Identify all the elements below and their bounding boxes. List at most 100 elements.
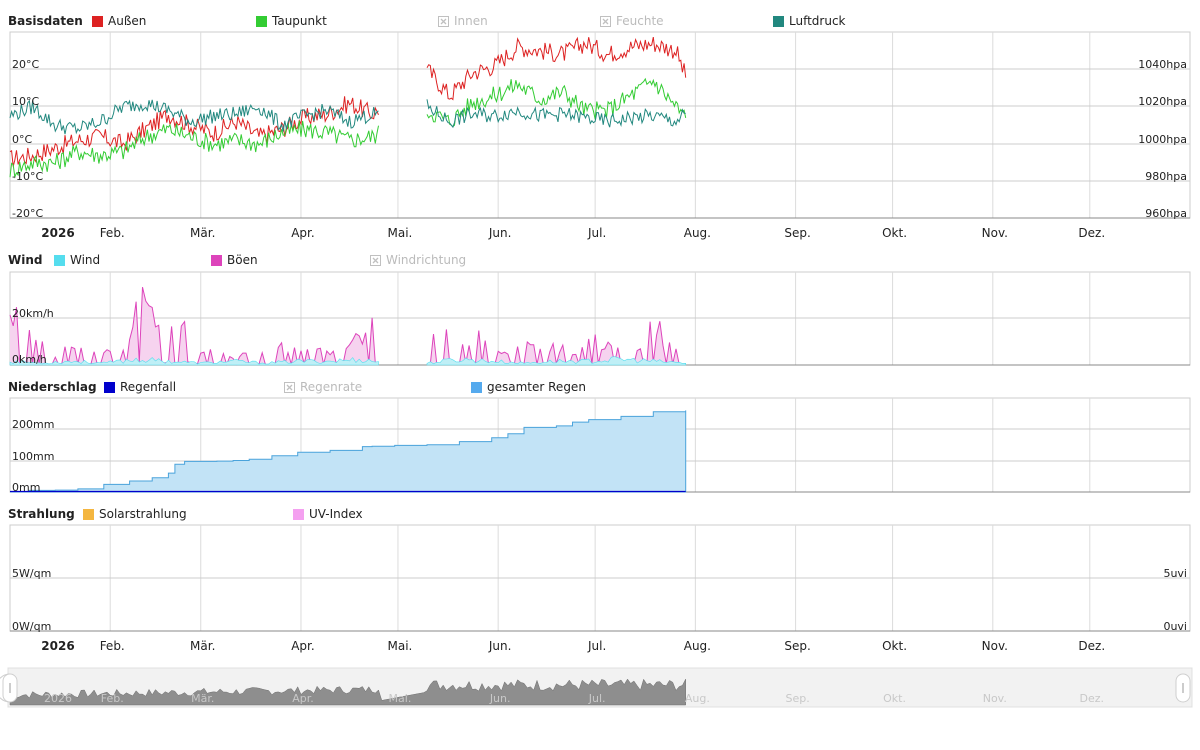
basis-month-label: Okt. bbox=[882, 226, 907, 240]
legend-label: Solarstrahlung bbox=[99, 507, 187, 521]
basis-month-label: Sep. bbox=[784, 226, 810, 240]
solar-month-label: Aug. bbox=[684, 639, 711, 653]
legend-label: Regenfall bbox=[120, 380, 176, 394]
basis-year-label: 2026 bbox=[41, 226, 74, 240]
solar-month-label: Jun. bbox=[488, 639, 512, 653]
y-tick-right-pressure: 1040hpa bbox=[1138, 58, 1187, 71]
solar-month-label: Sep. bbox=[784, 639, 810, 653]
rain-panel bbox=[9, 397, 1191, 493]
legend-disabled-cross bbox=[372, 257, 379, 264]
legend-label: Luftdruck bbox=[789, 14, 846, 28]
navigator-month-label: Jun. bbox=[489, 692, 511, 705]
navigator-month-label: Apr. bbox=[292, 692, 314, 705]
panel-title-rain: Niederschlag bbox=[8, 380, 97, 394]
legend-label: Böen bbox=[227, 253, 258, 267]
legend-swatch-aussen bbox=[92, 16, 103, 27]
legend-disabled-cross bbox=[602, 18, 609, 25]
navigator-year-label: 2026 bbox=[44, 692, 72, 705]
legend-label: UV-Index bbox=[309, 507, 363, 521]
solar-year-label: 2026 bbox=[41, 639, 74, 653]
y-tick-right-pressure: 1000hpa bbox=[1138, 133, 1187, 146]
legend-disabled-icon bbox=[284, 382, 295, 393]
solar-month-label: Feb. bbox=[100, 639, 125, 653]
y-tick-left-wind: 0km/h bbox=[12, 353, 47, 366]
navigator-right-handle[interactable] bbox=[1175, 673, 1191, 703]
y-tick-right-pressure: 960hpa bbox=[1145, 207, 1187, 220]
legend-label: Windrichtung bbox=[386, 253, 466, 267]
y-tick-left-solar: 0W/qm bbox=[12, 620, 51, 633]
legend-label: gesamter Regen bbox=[487, 380, 586, 394]
navigator-month-label: Nov. bbox=[983, 692, 1007, 705]
y-tick-left-temp: 0°C bbox=[12, 133, 32, 146]
y-tick-right-pressure: 1020hpa bbox=[1138, 95, 1187, 108]
legend-disabled-box bbox=[600, 16, 611, 27]
series-line-aussen bbox=[9, 36, 687, 167]
legend-disabled-box bbox=[438, 16, 449, 27]
legend-swatch-taupunkt bbox=[256, 16, 267, 27]
basis-month-label: Apr. bbox=[291, 226, 314, 240]
solar-month-label: Apr. bbox=[291, 639, 314, 653]
y-tick-left-rain: 0mm bbox=[12, 481, 40, 494]
basis-month-label: Jun. bbox=[488, 226, 512, 240]
panel-title-solar: Strahlung bbox=[8, 507, 75, 521]
solar-month-label: Okt. bbox=[882, 639, 907, 653]
solar-month-label: Dez. bbox=[1078, 639, 1105, 653]
solar-month-label: Mär. bbox=[190, 639, 215, 653]
series-line-luftdruck bbox=[9, 99, 686, 135]
basis-month-label: Nov. bbox=[982, 226, 1008, 240]
legend-disabled-cross bbox=[286, 384, 293, 391]
basis-month-label: Dez. bbox=[1078, 226, 1105, 240]
basis-month-label: Aug. bbox=[684, 226, 711, 240]
navigator-month-label: Mär. bbox=[191, 692, 214, 705]
legend-disabled-box bbox=[370, 255, 381, 266]
legend-label: Wind bbox=[70, 253, 100, 267]
legend-label: Feuchte bbox=[616, 14, 664, 28]
legend-disabled-icon bbox=[438, 16, 449, 27]
y-tick-left-temp: -20°C bbox=[12, 207, 43, 220]
y-tick-right-uv: 5uvi bbox=[1163, 567, 1187, 580]
basis-month-label: Mai. bbox=[388, 226, 413, 240]
navigator-month-label: Mai. bbox=[389, 692, 412, 705]
wind-area bbox=[9, 357, 379, 366]
wind-panel bbox=[9, 271, 1191, 366]
legend-swatch-solar bbox=[83, 509, 94, 520]
navigator: 2026 Feb. Mär. Apr. Mai. Jun. Jul. Aug. Sep. Okt.… bbox=[0, 667, 1193, 708]
legend-swatch-gesamter_regen bbox=[471, 382, 482, 393]
navigator-month-label: Jul. bbox=[588, 692, 606, 705]
solar-month-label: Mai. bbox=[388, 639, 413, 653]
y-tick-left-rain: 100mm bbox=[12, 450, 54, 463]
basis-month-label: Jul. bbox=[587, 226, 606, 240]
basis-panel-plot-area bbox=[9, 31, 1191, 219]
y-tick-left-wind: 20km/h bbox=[12, 307, 54, 320]
series-line-taupunkt bbox=[9, 77, 687, 179]
navigator-month-label: Dez. bbox=[1080, 692, 1105, 705]
navigator-month-label: Sep. bbox=[785, 692, 809, 705]
legend-label: Regenrate bbox=[300, 380, 362, 394]
basis-panel bbox=[9, 31, 1191, 219]
panel-title-basis: Basisdaten bbox=[8, 14, 83, 28]
wind-area bbox=[426, 356, 686, 366]
legend-disabled-icon bbox=[370, 255, 381, 266]
basis-month-label: Feb. bbox=[100, 226, 125, 240]
legend-swatch-luftdruck bbox=[773, 16, 784, 27]
y-tick-left-solar: 5W/qm bbox=[12, 567, 51, 580]
total-rain-area bbox=[10, 410, 687, 493]
legend-swatch-uv bbox=[293, 509, 304, 520]
navigator-month-label: Aug. bbox=[685, 692, 710, 705]
legend-label: Taupunkt bbox=[271, 14, 327, 28]
y-tick-left-rain: 200mm bbox=[12, 418, 54, 431]
navigator-series bbox=[9, 678, 686, 706]
navigator-month-label: Feb. bbox=[101, 692, 124, 705]
navigator-left-handle[interactable] bbox=[0, 673, 18, 703]
y-tick-left-temp: 20°C bbox=[12, 58, 39, 71]
legend-disabled-box bbox=[284, 382, 295, 393]
legend-swatch-wind bbox=[54, 255, 65, 266]
legend-disabled-cross bbox=[440, 18, 447, 25]
y-tick-left-temp: 10°C bbox=[12, 95, 39, 108]
legend-swatch-boeen bbox=[211, 255, 222, 266]
panel-title-wind: Wind bbox=[8, 253, 42, 267]
legend-label: Innen bbox=[454, 14, 488, 28]
y-tick-left-temp: -10°C bbox=[12, 170, 43, 183]
solar-month-label: Nov. bbox=[982, 639, 1008, 653]
